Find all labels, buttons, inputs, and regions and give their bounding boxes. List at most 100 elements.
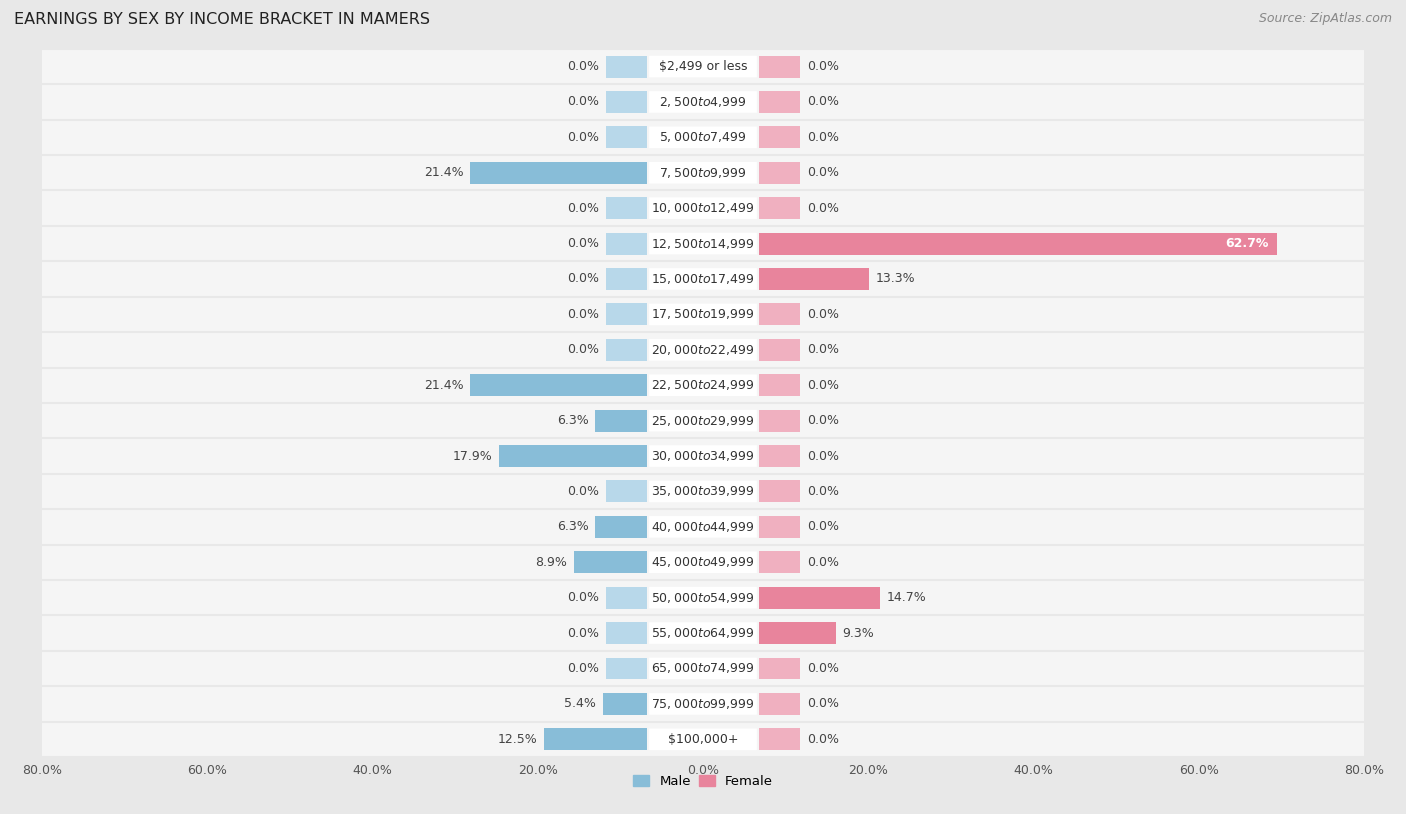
Bar <box>606 622 647 644</box>
Text: 14.7%: 14.7% <box>887 591 927 604</box>
Text: 21.4%: 21.4% <box>425 379 464 392</box>
Bar <box>606 445 647 467</box>
Bar <box>759 480 800 502</box>
FancyBboxPatch shape <box>650 91 756 113</box>
Text: 0.0%: 0.0% <box>568 60 599 73</box>
Bar <box>606 162 647 184</box>
Text: 13.3%: 13.3% <box>875 273 915 286</box>
FancyBboxPatch shape <box>650 374 756 396</box>
Bar <box>42 368 1364 403</box>
FancyBboxPatch shape <box>650 516 756 538</box>
Text: 0.0%: 0.0% <box>807 379 838 392</box>
Text: 0.0%: 0.0% <box>807 60 838 73</box>
Bar <box>42 261 1364 296</box>
Text: 0.0%: 0.0% <box>807 308 838 321</box>
Text: 21.4%: 21.4% <box>425 166 464 179</box>
Text: EARNINGS BY SEX BY INCOME BRACKET IN MAMERS: EARNINGS BY SEX BY INCOME BRACKET IN MAM… <box>14 12 430 27</box>
Bar <box>606 268 647 290</box>
Bar <box>759 622 800 644</box>
Text: $50,000 to $54,999: $50,000 to $54,999 <box>651 591 755 605</box>
Text: $17,500 to $19,999: $17,500 to $19,999 <box>651 308 755 322</box>
Legend: Male, Female: Male, Female <box>627 769 779 793</box>
FancyBboxPatch shape <box>650 268 756 290</box>
Bar <box>42 615 1364 650</box>
Text: 0.0%: 0.0% <box>807 95 838 108</box>
Text: $10,000 to $12,499: $10,000 to $12,499 <box>651 201 755 215</box>
Text: $20,000 to $22,499: $20,000 to $22,499 <box>651 343 755 357</box>
Bar <box>759 197 800 219</box>
FancyBboxPatch shape <box>650 409 756 431</box>
Bar <box>606 587 647 609</box>
Bar <box>42 650 1364 686</box>
Text: 0.0%: 0.0% <box>568 308 599 321</box>
FancyBboxPatch shape <box>650 445 756 467</box>
FancyBboxPatch shape <box>650 126 756 148</box>
Text: 0.0%: 0.0% <box>807 662 838 675</box>
Bar <box>42 438 1364 474</box>
Bar <box>606 693 647 715</box>
Text: 0.0%: 0.0% <box>807 556 838 569</box>
FancyBboxPatch shape <box>650 233 756 255</box>
FancyBboxPatch shape <box>650 197 756 219</box>
Text: 0.0%: 0.0% <box>568 273 599 286</box>
Bar <box>759 587 800 609</box>
Bar <box>595 409 647 431</box>
Bar <box>759 516 800 538</box>
FancyBboxPatch shape <box>650 587 756 609</box>
Bar <box>606 658 647 680</box>
Text: $12,500 to $14,999: $12,500 to $14,999 <box>651 237 755 251</box>
Text: 0.0%: 0.0% <box>568 95 599 108</box>
Text: 0.0%: 0.0% <box>568 662 599 675</box>
Bar <box>606 409 647 431</box>
Bar <box>42 296 1364 332</box>
Text: 0.0%: 0.0% <box>807 449 838 462</box>
Bar <box>606 55 647 77</box>
Text: 6.3%: 6.3% <box>557 520 589 533</box>
Text: 0.0%: 0.0% <box>568 131 599 144</box>
Text: 0.0%: 0.0% <box>568 344 599 357</box>
Text: 0.0%: 0.0% <box>807 344 838 357</box>
Text: 5.4%: 5.4% <box>564 698 596 711</box>
Bar <box>606 516 647 538</box>
Text: $2,499 or less: $2,499 or less <box>659 60 747 73</box>
Bar <box>759 587 880 609</box>
Bar <box>42 403 1364 438</box>
Bar <box>42 225 1364 261</box>
Bar <box>759 304 800 326</box>
Bar <box>759 551 800 573</box>
Bar <box>759 445 800 467</box>
Text: 8.9%: 8.9% <box>536 556 567 569</box>
Text: $45,000 to $49,999: $45,000 to $49,999 <box>651 555 755 569</box>
Text: 0.0%: 0.0% <box>568 485 599 498</box>
Bar <box>606 374 647 396</box>
Text: 0.0%: 0.0% <box>568 202 599 215</box>
FancyBboxPatch shape <box>650 693 756 715</box>
Text: 0.0%: 0.0% <box>807 485 838 498</box>
Bar <box>544 729 647 751</box>
Bar <box>42 510 1364 545</box>
Text: $22,500 to $24,999: $22,500 to $24,999 <box>651 379 755 392</box>
Bar <box>606 729 647 751</box>
Text: 0.0%: 0.0% <box>807 202 838 215</box>
FancyBboxPatch shape <box>650 658 756 680</box>
FancyBboxPatch shape <box>650 480 756 502</box>
Text: $2,500 to $4,999: $2,500 to $4,999 <box>659 95 747 109</box>
Text: $25,000 to $29,999: $25,000 to $29,999 <box>651 414 755 427</box>
Bar <box>759 55 800 77</box>
Bar <box>471 374 647 396</box>
Text: 6.3%: 6.3% <box>557 414 589 427</box>
Bar <box>759 409 800 431</box>
Bar <box>759 658 800 680</box>
Bar <box>759 374 800 396</box>
Bar <box>42 84 1364 120</box>
Bar <box>759 233 800 255</box>
Bar <box>42 721 1364 757</box>
FancyBboxPatch shape <box>650 304 756 326</box>
Text: $40,000 to $44,999: $40,000 to $44,999 <box>651 520 755 534</box>
Text: 62.7%: 62.7% <box>1225 237 1268 250</box>
Bar <box>759 693 800 715</box>
Text: $55,000 to $64,999: $55,000 to $64,999 <box>651 626 755 640</box>
Text: $75,000 to $99,999: $75,000 to $99,999 <box>651 697 755 711</box>
FancyBboxPatch shape <box>650 551 756 573</box>
Text: 0.0%: 0.0% <box>807 414 838 427</box>
